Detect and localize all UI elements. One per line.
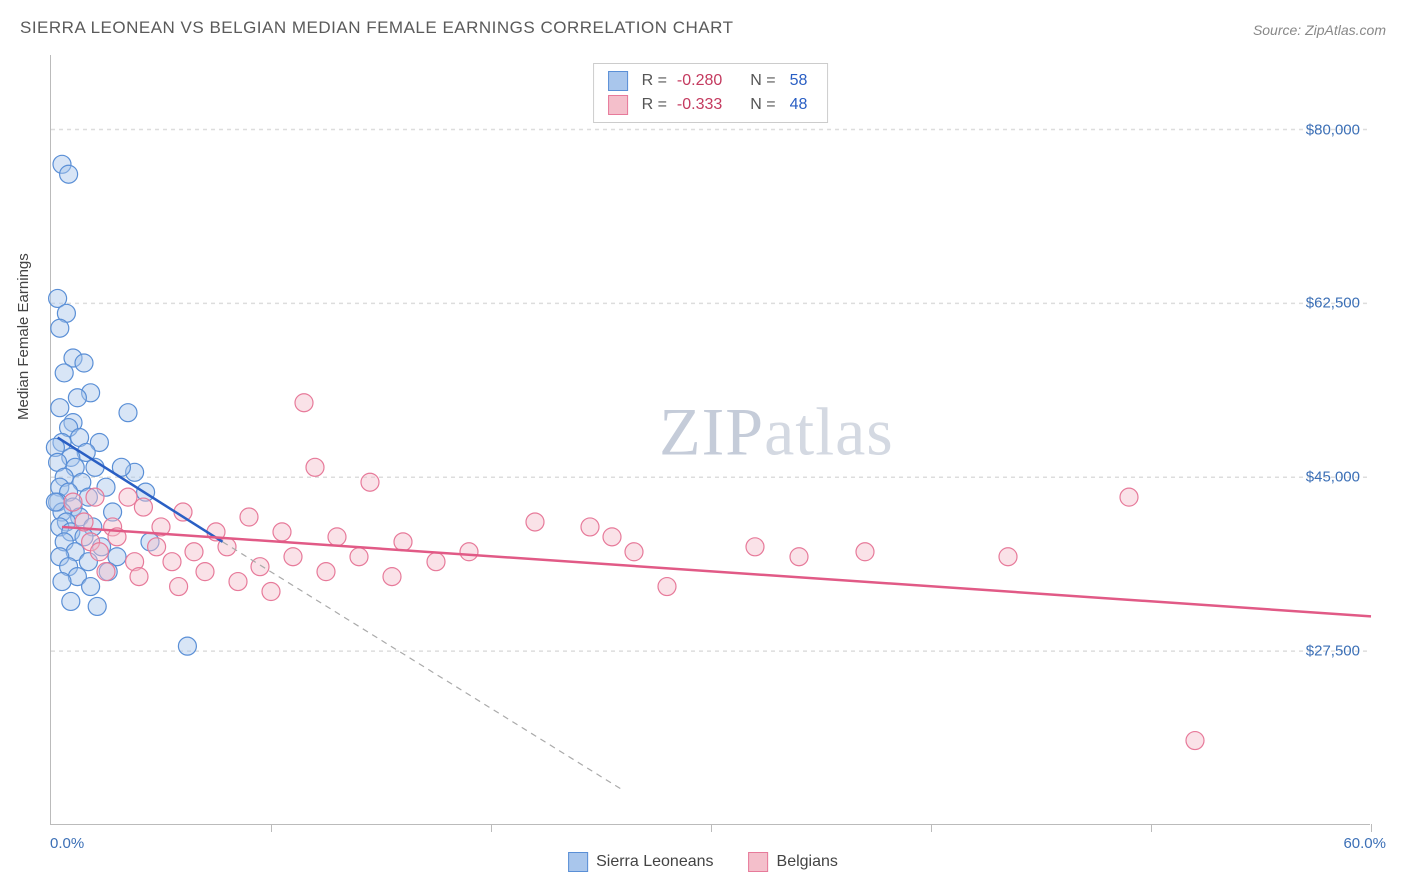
data-point <box>746 538 764 556</box>
r-label-2: R = <box>642 93 667 117</box>
data-point <box>273 523 291 541</box>
data-point <box>999 548 1017 566</box>
data-point <box>130 568 148 586</box>
data-point <box>328 528 346 546</box>
data-point <box>55 364 73 382</box>
data-point <box>185 543 203 561</box>
data-point <box>148 538 166 556</box>
data-point <box>790 548 808 566</box>
data-point <box>46 493 64 511</box>
data-point <box>306 458 324 476</box>
data-point <box>75 354 93 372</box>
correlation-row-1: R = -0.280 N = 58 <box>608 69 814 93</box>
swatch-series-1 <box>608 71 628 91</box>
data-point <box>119 404 137 422</box>
correlation-legend: R = -0.280 N = 58 R = -0.333 N = 48 <box>593 63 829 123</box>
y-tick-label: $62,500 <box>1306 295 1360 312</box>
r-label-1: R = <box>642 69 667 93</box>
legend-label-2: Belgians <box>777 853 838 871</box>
data-point <box>603 528 621 546</box>
data-point <box>251 558 269 576</box>
trend-line-extrapolated <box>223 542 623 790</box>
data-point <box>86 488 104 506</box>
data-point <box>383 568 401 586</box>
x-min-label: 0.0% <box>50 835 84 852</box>
data-point <box>350 548 368 566</box>
data-point <box>178 637 196 655</box>
legend-swatch-2 <box>749 852 769 872</box>
data-point <box>460 543 478 561</box>
data-point <box>229 573 247 591</box>
x-tick <box>931 824 932 832</box>
x-tick <box>491 824 492 832</box>
legend-item-1: Sierra Leoneans <box>568 852 713 872</box>
data-point <box>856 543 874 561</box>
gridlines <box>51 130 1371 652</box>
data-point <box>88 597 106 615</box>
data-point <box>82 578 100 596</box>
scatter-points <box>46 155 1204 749</box>
data-point <box>581 518 599 536</box>
swatch-series-2 <box>608 95 628 115</box>
data-point <box>262 583 280 601</box>
data-point <box>119 488 137 506</box>
legend-item-2: Belgians <box>749 852 838 872</box>
x-max-label: 60.0% <box>1343 835 1386 852</box>
legend-label-1: Sierra Leoneans <box>596 853 713 871</box>
data-point <box>68 389 86 407</box>
y-tick-label: $80,000 <box>1306 121 1360 138</box>
data-point <box>295 394 313 412</box>
data-point <box>51 399 69 417</box>
chart-svg <box>51 55 1370 824</box>
data-point <box>526 513 544 531</box>
data-point <box>163 553 181 571</box>
n-value-1: 58 <box>790 69 808 93</box>
y-tick-label: $27,500 <box>1306 643 1360 660</box>
data-point <box>134 498 152 516</box>
data-point <box>658 578 676 596</box>
data-point <box>394 533 412 551</box>
chart-title: SIERRA LEONEAN VS BELGIAN MEDIAN FEMALE … <box>20 18 733 38</box>
x-tick <box>271 824 272 832</box>
data-point <box>427 553 445 571</box>
data-point <box>284 548 302 566</box>
trend-lines <box>58 438 1371 791</box>
y-axis-label: Median Female Earnings <box>15 253 32 420</box>
data-point <box>97 563 115 581</box>
n-value-2: 48 <box>790 93 808 117</box>
data-point <box>51 319 69 337</box>
data-point <box>625 543 643 561</box>
data-point <box>240 508 258 526</box>
x-tick <box>1371 824 1372 832</box>
y-tick-label: $45,000 <box>1306 469 1360 486</box>
data-point <box>53 573 71 591</box>
data-point <box>64 493 82 511</box>
correlation-row-2: R = -0.333 N = 48 <box>608 93 814 117</box>
data-point <box>62 592 80 610</box>
data-point <box>361 473 379 491</box>
n-label-2: N = <box>750 93 775 117</box>
legend-swatch-1 <box>568 852 588 872</box>
source-attribution: Source: ZipAtlas.com <box>1253 22 1386 38</box>
data-point <box>1120 488 1138 506</box>
n-label-1: N = <box>750 69 775 93</box>
data-point <box>1186 732 1204 750</box>
x-tick <box>711 824 712 832</box>
data-point <box>170 578 188 596</box>
x-tick <box>1151 824 1152 832</box>
plot-area: ZIPatlas R = -0.280 N = 58 R = -0.333 N … <box>50 55 1370 825</box>
r-value-2: -0.333 <box>677 93 722 117</box>
data-point <box>60 165 78 183</box>
r-value-1: -0.280 <box>677 69 722 93</box>
data-point <box>317 563 335 581</box>
data-point <box>196 563 214 581</box>
data-point <box>90 543 108 561</box>
series-legend: Sierra Leoneans Belgians <box>568 838 838 886</box>
